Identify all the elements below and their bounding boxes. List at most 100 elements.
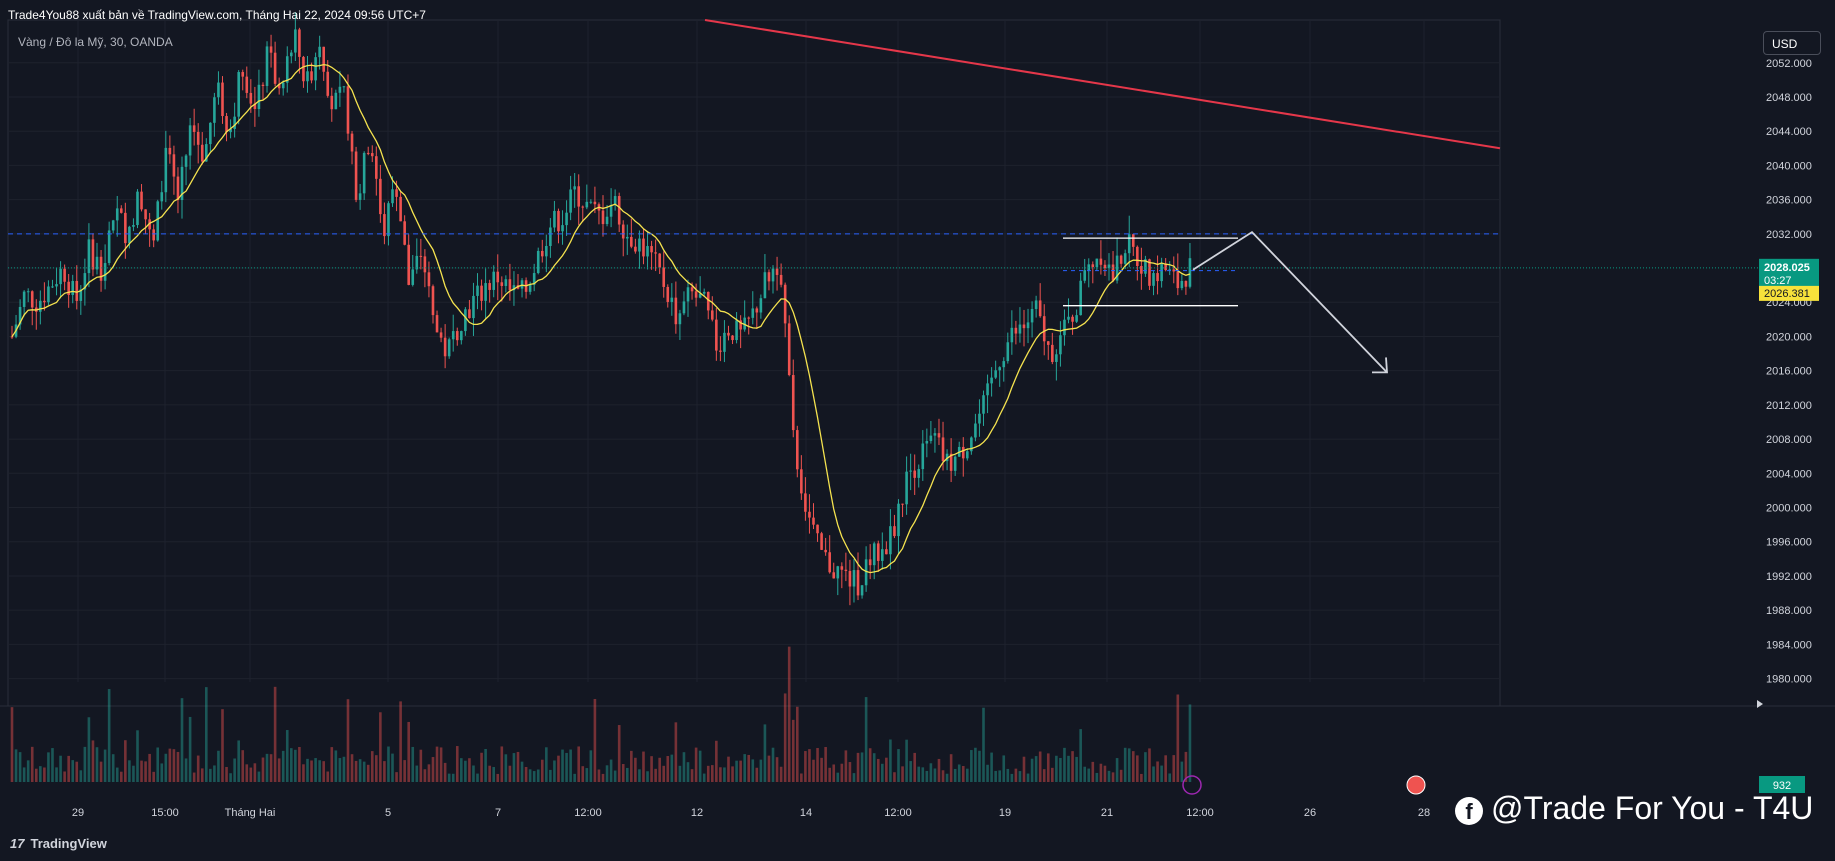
volume-bar <box>646 771 649 782</box>
volume-bar <box>848 762 852 782</box>
candle-body <box>852 570 856 587</box>
volume-bar <box>1152 766 1155 782</box>
candle-body <box>91 239 95 270</box>
candle-body <box>192 125 196 132</box>
candle-body <box>953 456 957 471</box>
candle-body <box>848 570 852 587</box>
volume-bar <box>144 761 147 782</box>
volume-bar <box>508 765 512 782</box>
candle-body <box>83 273 87 290</box>
candle-body <box>779 274 783 285</box>
candle-body <box>670 297 674 302</box>
volume-bar <box>710 765 714 782</box>
volume-bar <box>277 758 281 782</box>
y-tick-label: 2044.000 <box>1766 126 1812 138</box>
volume-bar <box>889 739 892 782</box>
candle-body <box>520 280 524 289</box>
tradingview-logo[interactable]: 17 TradingView <box>10 836 107 851</box>
candle-body <box>1030 308 1034 323</box>
candle-body <box>828 552 831 573</box>
volume-bar <box>860 752 864 782</box>
candle-body <box>273 52 277 84</box>
volume-bar <box>34 768 38 782</box>
volume-bar <box>160 763 164 782</box>
volume-bar <box>702 773 706 782</box>
volume-bar <box>249 767 253 782</box>
volume-bar <box>678 765 682 782</box>
volume-bar <box>500 746 504 782</box>
volume-bar <box>156 747 160 782</box>
candle-body <box>1172 269 1176 272</box>
candle-body <box>10 336 14 338</box>
volume-bar <box>111 754 115 782</box>
candle-body <box>277 83 281 89</box>
symbol-legend[interactable]: Vàng / Đô la Mỹ, 30, OANDA <box>18 35 173 49</box>
currency-selector[interactable]: USD <box>1763 31 1821 55</box>
volume-bar <box>524 766 528 782</box>
volume-bar <box>925 770 929 782</box>
candle-body <box>982 395 985 414</box>
candle-body <box>480 285 483 301</box>
volume-bar <box>816 748 819 782</box>
volume-bars <box>10 646 1192 782</box>
volume-bar <box>285 730 289 782</box>
volume-bar <box>1055 755 1058 782</box>
candle-body <box>710 310 714 320</box>
volume-bar <box>261 757 265 782</box>
x-tick-label: 12:00 <box>1186 807 1214 819</box>
volume-bar <box>375 755 378 782</box>
candle-body <box>59 268 62 285</box>
candle-body <box>1071 316 1074 322</box>
candle-body <box>257 84 261 109</box>
y-tick-label: 2040.000 <box>1766 160 1812 172</box>
candle-body <box>342 86 346 88</box>
candle-body <box>702 291 706 294</box>
candle-body <box>419 255 423 257</box>
y-tick-label: 2004.000 <box>1766 468 1812 480</box>
volume-bar <box>698 750 702 782</box>
candle-body <box>909 470 912 472</box>
volume-bar <box>294 749 297 782</box>
candle-body <box>1123 253 1127 264</box>
candle-body <box>1063 319 1066 336</box>
volume-bar <box>136 730 139 782</box>
candle-body <box>200 144 204 162</box>
candle-body <box>949 453 953 471</box>
candle-body <box>1099 258 1103 265</box>
volume-badge-value: 932 <box>1773 780 1791 792</box>
volume-bar <box>59 755 62 782</box>
candle-body <box>824 549 827 553</box>
candle-body <box>79 289 83 301</box>
candle-body <box>791 375 795 431</box>
volume-bar <box>55 767 58 782</box>
volume-bar <box>168 748 172 782</box>
candle-body <box>225 116 228 133</box>
candle-body <box>836 566 840 579</box>
volume-bar <box>75 761 79 782</box>
volume-bar <box>1099 763 1103 782</box>
candle-body <box>504 279 508 286</box>
candle-body <box>30 291 34 308</box>
volume-bar <box>1083 766 1087 782</box>
candle-body <box>573 186 576 190</box>
candle-body <box>484 283 487 301</box>
volume-bar <box>140 760 143 782</box>
candle-body <box>743 317 746 330</box>
volume-bar <box>1103 765 1107 782</box>
candle-body <box>51 286 54 288</box>
volume-bar <box>1148 748 1151 782</box>
candle-body <box>937 433 941 438</box>
volume-bar <box>103 749 107 782</box>
volume-bar <box>545 747 548 782</box>
volume-bar <box>642 751 645 782</box>
candle-body <box>221 82 224 117</box>
volume-bar <box>1176 694 1180 782</box>
candle-body <box>144 209 147 220</box>
candle-body <box>719 350 722 352</box>
volume-bar <box>1095 772 1099 782</box>
volume-bar <box>929 763 933 782</box>
volume-bar <box>318 760 321 782</box>
volume-bar <box>237 740 240 782</box>
candle-body <box>39 300 42 312</box>
